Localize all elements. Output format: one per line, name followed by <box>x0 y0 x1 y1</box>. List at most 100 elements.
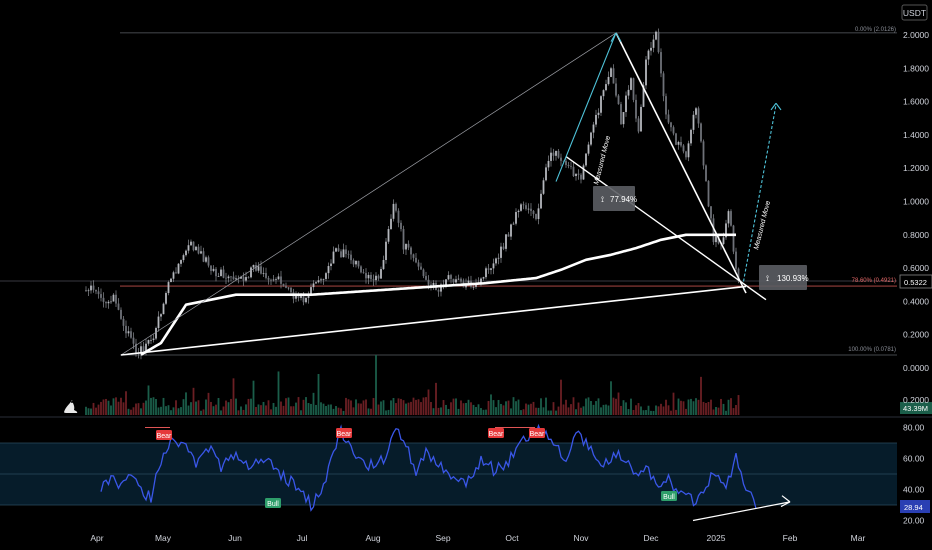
volume-bar <box>687 399 690 415</box>
candle-body <box>687 143 690 158</box>
volume-bar <box>422 397 425 415</box>
candle-body <box>347 253 350 255</box>
volume-bar <box>92 402 95 415</box>
price-axis[interactable]: USDT 2.0000 1.8000 1.6000 1.4000 1.2000 1.000… <box>899 4 932 373</box>
candle-body <box>507 234 510 237</box>
rsi-arrow-tip-a <box>780 501 791 508</box>
rsi-layer[interactable]: Bear Bear Bear Bear Bull Bull <box>100 423 791 522</box>
volume-bar <box>120 397 122 415</box>
date-tick-label: Jul <box>297 533 308 543</box>
volume-bar <box>237 410 240 415</box>
volume-bar <box>715 406 717 415</box>
volume-bar <box>507 400 510 415</box>
candle-body <box>390 218 392 230</box>
volume-bar <box>277 371 280 415</box>
volume-bar <box>392 397 395 415</box>
volume-bar <box>200 410 202 415</box>
volume-bar <box>597 398 600 415</box>
candle-body <box>217 276 220 277</box>
candle-body <box>362 272 365 274</box>
candle-body <box>260 266 262 274</box>
volume-bar <box>727 399 730 415</box>
candle-body <box>172 272 175 279</box>
measure-icon-1: ⟟ <box>601 195 604 204</box>
volume-bar <box>330 404 332 415</box>
volume-bar <box>107 400 110 415</box>
candle-body <box>685 151 687 158</box>
volume-bar <box>457 408 460 415</box>
volume-bar <box>302 399 305 415</box>
candle-body <box>560 157 562 161</box>
candle-body <box>670 122 672 128</box>
volume-bar <box>452 398 455 415</box>
candle-body <box>205 257 207 262</box>
candle-body <box>455 279 457 283</box>
date-tick-label: Mar <box>851 533 866 543</box>
volume-bar <box>410 401 412 415</box>
currency-badge[interactable] <box>901 4 928 21</box>
volume-bar <box>697 399 700 415</box>
candle-body <box>555 150 557 156</box>
measure-label-1: 77.94% <box>610 195 637 204</box>
candle-body <box>175 272 177 274</box>
volume-bar <box>575 409 577 415</box>
measure-box-1[interactable] <box>593 186 635 211</box>
volume-bar <box>617 392 620 415</box>
date-tick-label: May <box>155 533 172 543</box>
candle-body <box>522 204 525 206</box>
date-tick-label: Jun <box>228 533 242 543</box>
volume-bar <box>100 401 102 415</box>
candle-body <box>135 343 137 354</box>
volume-bar <box>357 403 360 415</box>
rsi-tag-bear <box>529 428 545 438</box>
volume-bar <box>430 401 432 415</box>
volume-bar <box>480 408 482 415</box>
candle-body <box>510 224 512 237</box>
volume-bar <box>552 402 555 415</box>
price-tick-label: 1.0000 <box>903 197 929 207</box>
volume-bar <box>542 407 545 415</box>
candle-body <box>280 276 282 284</box>
volume-bar <box>722 403 725 415</box>
volume-bar <box>395 403 397 415</box>
volume-bar <box>185 392 187 415</box>
rsi-tick-label: 80.00 <box>903 423 925 433</box>
volume-bar <box>520 410 522 415</box>
volume-bar <box>90 408 92 415</box>
volume-bar <box>590 401 592 415</box>
volume-bar <box>622 400 625 415</box>
candle-body <box>480 278 482 283</box>
candle-body <box>635 99 637 119</box>
candle-body <box>710 206 712 219</box>
volume-bar <box>420 402 422 415</box>
candle-body <box>315 282 317 284</box>
candle-body <box>215 268 217 277</box>
candle-body <box>402 229 405 250</box>
wedge-upper-line <box>615 32 747 294</box>
candle-body <box>420 266 422 270</box>
volume-bar <box>692 401 695 415</box>
date-axis[interactable]: Apr May Jun Jul Aug Sep Oct Nov Dec 2025 Feb Mar <box>90 533 865 543</box>
volume-bar <box>370 408 372 415</box>
candle-body <box>87 290 90 292</box>
candle-body <box>187 245 190 251</box>
candlestick-layer[interactable] <box>85 28 740 360</box>
rsi-tag-label: Bull <box>267 501 279 508</box>
volume-bar <box>317 373 320 415</box>
candle-body <box>160 314 162 317</box>
volume-bar <box>602 404 605 415</box>
candle-body <box>320 279 322 281</box>
volume-bar <box>720 398 722 415</box>
candle-body <box>602 90 605 97</box>
measure-box-2[interactable] <box>759 265 807 290</box>
volume-bar <box>612 397 615 415</box>
volume-bar <box>117 401 120 415</box>
candle-body <box>335 248 337 252</box>
candle-body <box>617 95 620 105</box>
candle-body <box>332 251 335 264</box>
candle-body <box>300 294 302 298</box>
candle-body <box>410 247 412 255</box>
volume-bar <box>282 405 285 415</box>
volume-bar <box>295 402 297 415</box>
